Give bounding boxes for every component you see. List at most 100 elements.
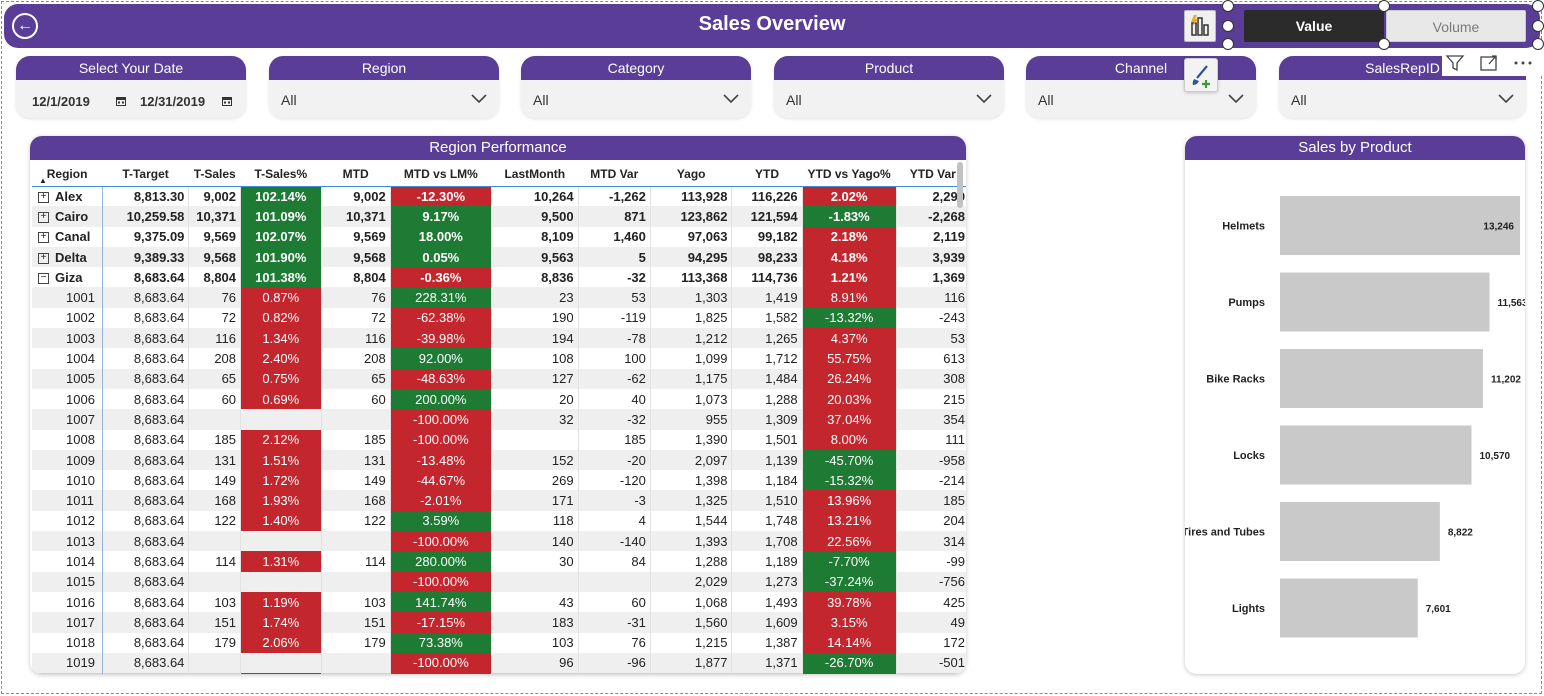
more-options-icon[interactable] <box>1512 52 1534 74</box>
cell: -13.32% <box>802 307 897 329</box>
cell: 168 <box>188 490 242 511</box>
paint-brush-icon[interactable] <box>1184 58 1218 92</box>
sub-row[interactable]: 1016 8,683.64 103 1.19% 103 141.74% 43 60 1,068 1… <box>32 591 966 613</box>
column-header[interactable]: T-Target <box>102 162 189 187</box>
bar[interactable] <box>1280 349 1483 408</box>
product-slicer[interactable]: Product All <box>774 56 1004 118</box>
end-date-input[interactable]: 12/31/2019 <box>140 94 206 109</box>
bar-chart-icon[interactable] <box>1184 10 1216 42</box>
expand-icon[interactable]: + <box>38 232 49 244</box>
sub-row[interactable]: 1008 8,683.64 185 2.12% 185 -100.00% 185 1,390 1… <box>32 429 966 450</box>
region-row[interactable]: + Cairo 10,259.58 10,371 101.09% 10,371 9.17% 9… <box>32 206 966 227</box>
calendar-icon[interactable] <box>116 96 126 106</box>
vertical-scrollbar[interactable] <box>956 162 964 674</box>
sub-row[interactable]: 1013 8,683.64 -100.00% 140 -140 1,393 1,708 22.… <box>32 531 966 552</box>
column-header[interactable]: Yago <box>650 162 732 187</box>
row-label-text: 1001 <box>66 290 95 306</box>
sub-row[interactable]: 1006 8,683.64 60 0.69% 60 200.00% 20 40 1,073 1,2… <box>32 388 966 410</box>
column-header[interactable]: T-Sales <box>188 162 241 187</box>
channel-slicer[interactable]: Channel All <box>1026 56 1256 118</box>
value-toggle-button[interactable]: Value <box>1244 10 1384 42</box>
resize-handle[interactable] <box>1532 20 1544 32</box>
bar[interactable] <box>1280 196 1520 255</box>
cell: 1.51% <box>240 449 322 471</box>
sub-row[interactable]: 1010 8,683.64 149 1.72% 149 -44.67% 269 -120 1,3… <box>32 470 966 491</box>
column-header[interactable]: T-Sales% <box>240 162 322 187</box>
cell <box>240 571 322 592</box>
column-header[interactable]: YTD vs Yago% <box>802 162 897 187</box>
focus-mode-icon[interactable] <box>1478 52 1500 74</box>
product-slicer-value[interactable]: All <box>786 92 802 108</box>
chevron-down-icon[interactable] <box>723 92 739 104</box>
resize-handle[interactable] <box>1222 20 1234 32</box>
sub-row[interactable]: 1002 8,683.64 72 0.82% 72 -62.38% 190 -119 1,825… <box>32 307 966 329</box>
region-row[interactable]: + Delta 9,389.33 9,568 101.90% 9,568 0.05% 9,56… <box>32 246 966 268</box>
column-header[interactable]: YTD <box>731 162 803 187</box>
expand-icon[interactable]: + <box>38 212 49 223</box>
scrollbar-thumb[interactable] <box>957 162 963 208</box>
chevron-down-icon[interactable] <box>471 92 487 104</box>
category-slicer[interactable]: Category All <box>521 56 751 118</box>
resize-handle[interactable] <box>1222 0 1234 12</box>
bar[interactable] <box>1280 502 1440 561</box>
sub-row[interactable]: 1014 8,683.64 114 1.31% 114 280.00% 30 84 1,288 1… <box>32 551 966 572</box>
expand-icon[interactable]: + <box>38 191 49 203</box>
resize-handle[interactable] <box>1378 0 1390 12</box>
salesrep-slicer-value[interactable]: All <box>1291 92 1307 108</box>
sub-row[interactable]: 1011 8,683.64 168 1.93% 168 -2.01% 171 -3 1,325 1… <box>32 490 966 511</box>
sort-ascending-icon[interactable]: ▲ <box>39 175 47 185</box>
column-header[interactable]: YTD Var <box>896 162 966 187</box>
total-cell: 61,478 <box>491 673 579 674</box>
sub-row[interactable]: 1012 8,683.64 122 1.40% 122 3.59% 118 4 1,544 1,7… <box>32 510 966 532</box>
sub-row[interactable]: 1017 8,683.64 151 1.74% 151 -17.15% 183 -31 1,56… <box>32 612 966 633</box>
filter-icon[interactable] <box>1444 52 1466 74</box>
region-slicer[interactable]: Region All <box>269 56 499 118</box>
collapse-icon[interactable]: − <box>38 272 49 284</box>
cell: -62.38% <box>390 307 492 329</box>
sub-row[interactable]: 1001 8,683.64 76 0.87% 76 228.31% 23 53 1,303 1,4… <box>32 287 966 308</box>
expand-icon[interactable]: + <box>38 252 49 264</box>
category-slicer-value[interactable]: All <box>533 92 549 108</box>
cell: 1,189 <box>731 551 803 572</box>
column-header[interactable]: Region ▲ <box>32 162 103 187</box>
sub-row[interactable]: 1004 8,683.64 208 2.40% 208 92.00% 108 100 1,099… <box>32 348 966 369</box>
column-header[interactable]: MTD vs LM% <box>390 162 492 187</box>
start-date-input[interactable]: 12/1/2019 <box>32 94 90 109</box>
sub-row[interactable]: 1007 8,683.64 -100.00% 32 -32 955 1,309 37.04% 3… <box>32 409 966 430</box>
chevron-down-icon[interactable] <box>1498 92 1514 104</box>
volume-toggle-button[interactable]: Volume <box>1386 10 1526 42</box>
bar[interactable] <box>1280 272 1490 332</box>
chevron-down-icon[interactable] <box>1228 92 1244 104</box>
column-header[interactable]: MTD Var <box>578 162 651 187</box>
sub-row[interactable]: 1003 8,683.64 116 1.34% 116 -39.98% 194 -78 1,21… <box>32 328 966 349</box>
channel-slicer-value[interactable]: All <box>1038 92 1054 108</box>
sub-row[interactable]: 1015 8,683.64 -100.00% 2,029 1,273 -37.24% -75… <box>32 571 966 592</box>
region-row[interactable]: + Alex 8,813.30 9,002 102.14% 9,002 -12.30% 10,… <box>32 186 966 207</box>
row-label: + Canal <box>32 226 103 247</box>
cell: 1.72% <box>240 470 322 491</box>
resize-handle[interactable] <box>1222 38 1234 50</box>
bar[interactable] <box>1280 425 1472 485</box>
cell: 613 <box>896 348 966 369</box>
chevron-down-icon[interactable] <box>976 92 992 104</box>
sub-row[interactable]: 1018 8,683.64 179 2.06% 179 73.38% 103 76 1,215 1… <box>32 632 966 653</box>
region-row[interactable]: − Giza 8,683.64 8,804 101.38% 8,804 -0.36% 8,83… <box>32 267 966 288</box>
bar[interactable] <box>1280 578 1418 638</box>
resize-handle[interactable] <box>1532 38 1544 50</box>
sub-row[interactable]: 1019 8,683.64 -100.00% 96 -96 1,877 1,371 -26.7… <box>32 652 966 674</box>
region-slicer-value[interactable]: All <box>281 92 297 108</box>
cell: 8,683.64 <box>102 388 190 410</box>
calendar-icon[interactable] <box>222 96 232 106</box>
cell: 9,569 <box>188 226 242 247</box>
resize-handle[interactable] <box>1378 38 1390 50</box>
column-header[interactable]: LastMonth <box>491 162 579 187</box>
cell: -45.70% <box>802 449 897 471</box>
cell: -7.70% <box>802 551 897 572</box>
sub-row[interactable]: 1005 8,683.64 65 0.75% 65 -48.63% 127 -62 1,175 1… <box>32 368 966 389</box>
resize-handle[interactable] <box>1532 0 1544 12</box>
back-arrow-icon[interactable]: ← <box>12 13 38 39</box>
column-header[interactable]: MTD <box>321 162 391 187</box>
cell: 280.00% <box>390 551 492 572</box>
region-row[interactable]: + Canal 9,375.09 9,569 102.07% 9,569 18.00% 8,1… <box>32 226 966 247</box>
sub-row[interactable]: 1009 8,683.64 131 1.51% 131 -13.48% 152 -20 2,09… <box>32 449 966 471</box>
